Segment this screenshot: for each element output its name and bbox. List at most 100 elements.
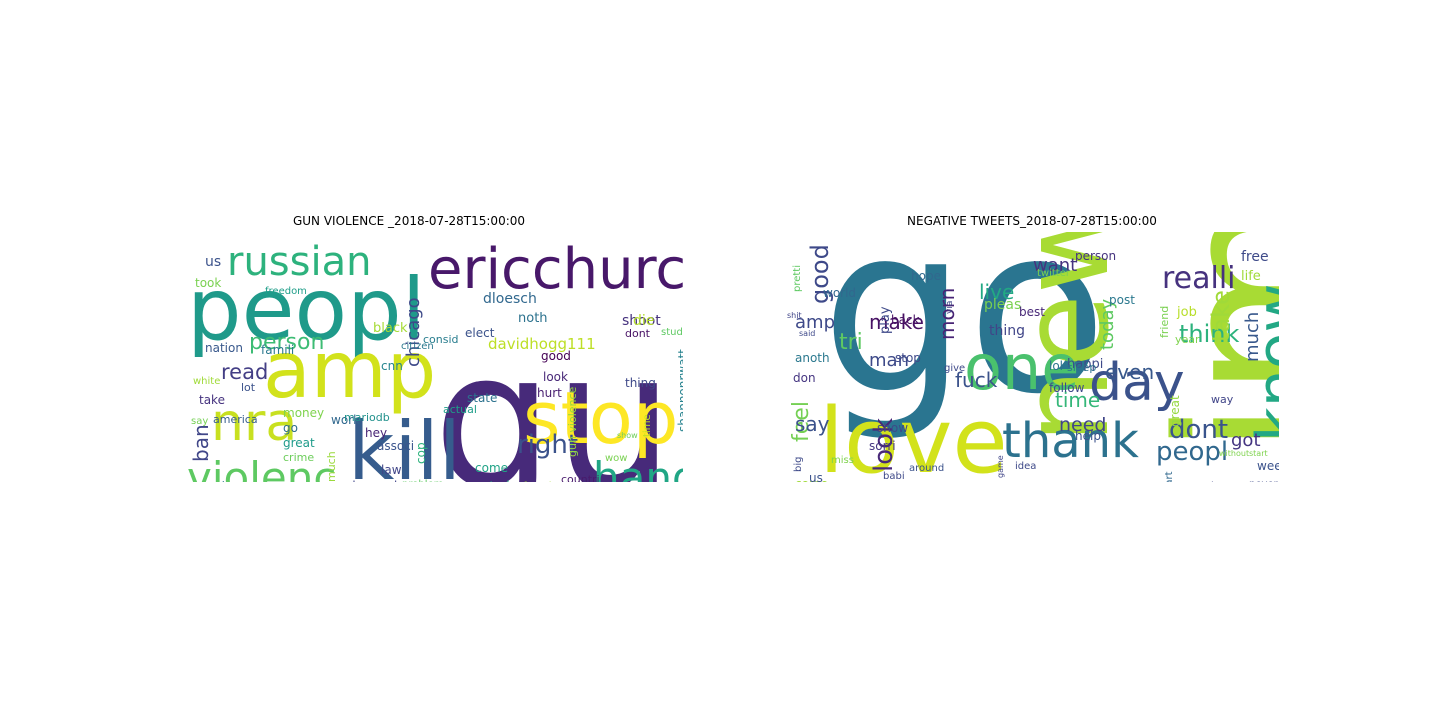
cloud-word: lot	[241, 381, 256, 394]
cloud-word: kill	[348, 405, 462, 483]
cloud-word: ericchurch	[428, 237, 683, 302]
cloud-word: day	[1089, 353, 1185, 413]
cloud-word: come	[795, 478, 828, 482]
cloud-word: friend	[1158, 305, 1171, 338]
cloud-word: problem	[402, 480, 443, 483]
cloud-word: america	[213, 413, 258, 426]
cloud-word: tri	[839, 330, 863, 355]
cloud-word: game	[996, 455, 1005, 478]
cloud-word: want	[1033, 255, 1078, 276]
cloud-word: know	[1244, 283, 1279, 442]
cloud-word: black	[373, 321, 408, 336]
cloud-word: give	[944, 363, 966, 374]
cloud-word: shit	[787, 311, 802, 320]
cloud-word: man	[869, 350, 909, 371]
cloud-word: take	[1207, 290, 1235, 342]
cloud-word: dont	[625, 327, 650, 340]
cloud-word: crime	[283, 451, 315, 464]
cloud-word: look	[543, 370, 568, 384]
cloud-word: show	[617, 431, 638, 440]
word-cloud: gunpeoplampkill stop ericchurch russian nrav…	[183, 232, 683, 482]
cloud-word: week	[1257, 459, 1279, 473]
cloud-word: nation	[205, 341, 243, 355]
cloud-word: law	[381, 463, 402, 477]
cloud-word: die	[633, 313, 655, 329]
cloud-word: start	[1249, 449, 1268, 458]
cloud-word: citizen	[401, 341, 434, 352]
cloud-word: hey	[365, 426, 388, 440]
cloud-word: say	[795, 412, 830, 436]
cloud-word: hand	[593, 453, 683, 483]
cloud-word: follow	[1049, 381, 1085, 395]
cloud-word: don	[793, 371, 816, 385]
cloud-word: countri	[561, 473, 600, 482]
cloud-word: life	[1241, 269, 1261, 284]
cloud-word: stop	[523, 376, 679, 460]
cloud-word: love	[819, 389, 1008, 483]
cloud-word: elect	[465, 326, 495, 340]
cloud-word: show	[877, 421, 909, 435]
word-cloud: goimnewloveonedayknowthankreallithinkgoo…	[779, 232, 1279, 482]
cloud-word: idea	[1015, 461, 1037, 472]
cloud-word: live	[979, 280, 1015, 304]
cloud-word: best	[1019, 305, 1045, 319]
cloud-word: realli	[1162, 261, 1236, 296]
cloud-word: got	[1231, 430, 1261, 451]
cloud-word: thing	[625, 376, 656, 390]
cloud-word: way	[1211, 393, 1234, 406]
cloud-word: ban	[189, 424, 213, 462]
cloud-word: wow	[605, 453, 628, 464]
cloud-word: happi	[1067, 357, 1104, 372]
cloud-word: lol	[1049, 359, 1064, 373]
cloud-word: famili	[261, 343, 295, 357]
cloud-word: read	[221, 360, 269, 384]
cloud-word: big	[793, 456, 804, 472]
cloud-word: consid	[423, 333, 459, 346]
cloud-word: person	[1075, 249, 1117, 263]
cloud-word: state	[467, 391, 498, 405]
cloud-word: say	[191, 416, 209, 427]
cloud-word: hurt	[537, 386, 562, 400]
cloud-word: fuck	[955, 368, 998, 392]
cloud-word: dont	[1169, 415, 1229, 445]
cloud-word: peopl	[187, 260, 426, 360]
cloud-word: go	[283, 421, 298, 435]
cloud-word: part	[1164, 471, 1175, 482]
cloud-word: free	[1241, 249, 1269, 265]
cloud-word: said	[799, 329, 816, 338]
cloud-word: nra	[211, 393, 298, 453]
cloud-word: help	[1075, 429, 1101, 443]
cloud-word: shoot	[622, 313, 661, 329]
cloud-word: shannonrwatt	[676, 349, 683, 432]
word-cloud-panel-negative-tweets: NEGATIVE TWEETS_2018-07-28T15:00:00 goim…	[752, 212, 1312, 482]
cloud-word: time	[1055, 388, 1101, 412]
cloud-word: associ	[377, 439, 415, 453]
cloud-word: momsdemand	[311, 480, 397, 482]
cloud-word: need	[1059, 414, 1107, 436]
cloud-word: mariodb	[344, 411, 390, 424]
cloud-word: great	[283, 436, 315, 450]
cloud-word: studi	[661, 327, 683, 338]
cloud-word: year	[1175, 333, 1200, 346]
cloud-word: twitter	[1037, 268, 1070, 279]
cloud-word: gun	[433, 311, 683, 483]
cloud-word: make	[869, 310, 924, 334]
cloud-word: anoth	[795, 351, 830, 365]
cloud-word: noth	[518, 311, 548, 326]
cloud-word: american	[193, 480, 245, 482]
cloud-word: actual	[443, 403, 477, 416]
cloud-word: time	[642, 414, 653, 437]
cloud-word: money	[283, 406, 325, 420]
cloud-word: amp	[795, 312, 835, 333]
cloud-word: violenc	[187, 453, 337, 483]
cloud-word: great	[1168, 395, 1182, 427]
cloud-word: peopl	[1156, 437, 1229, 467]
cloud-word: pretti	[792, 264, 803, 292]
chart-title: NEGATIVE TWEETS_2018-07-28T15:00:00	[907, 214, 1157, 228]
cloud-word: gun violence	[566, 386, 579, 457]
cloud-word: come	[475, 461, 509, 475]
cloud-word: without	[1219, 449, 1250, 458]
cloud-word: take	[199, 393, 225, 407]
cloud-word: never	[1249, 480, 1278, 483]
cloud-word: us	[809, 471, 823, 482]
